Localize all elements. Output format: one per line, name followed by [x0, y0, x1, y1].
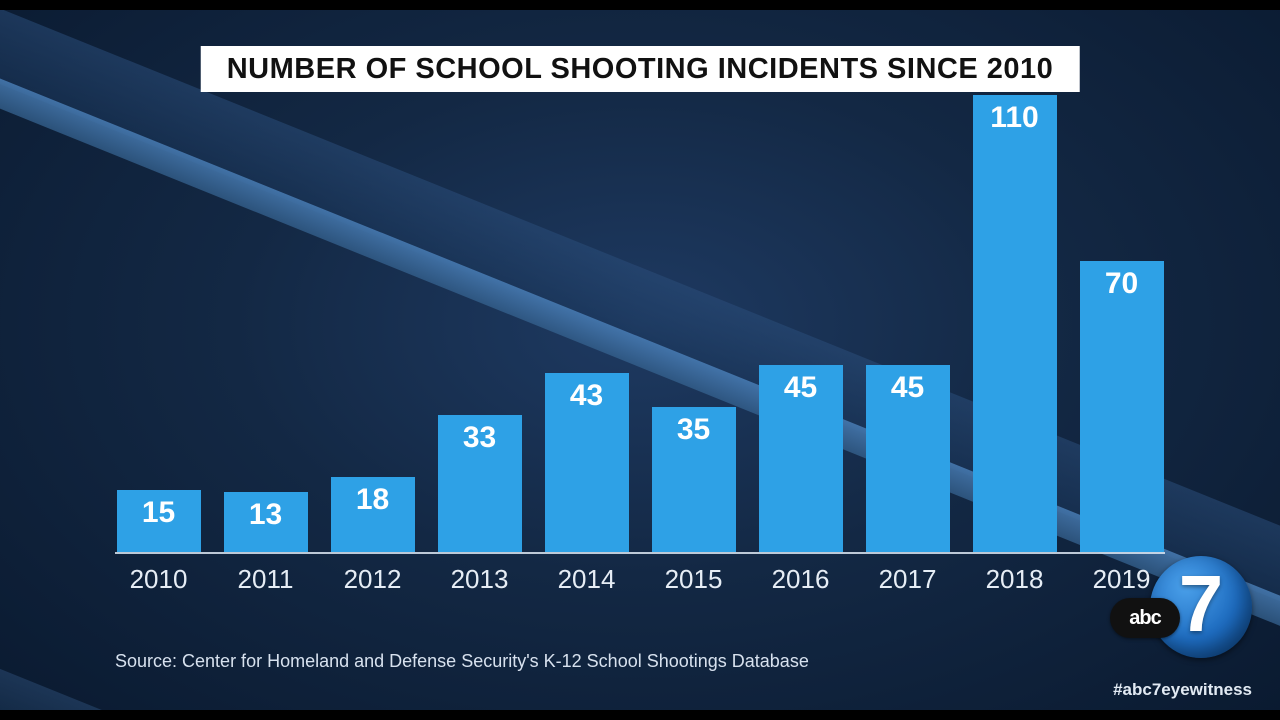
network-badge: abc: [1110, 598, 1180, 638]
bar-slot: 18: [329, 95, 416, 552]
bar: 18: [331, 477, 415, 552]
bar: 45: [866, 365, 950, 552]
source-attribution: Source: Center for Homeland and Defense …: [115, 651, 809, 672]
bar-slot: 35: [650, 95, 737, 552]
bar: 43: [545, 373, 629, 552]
x-axis-label: 2013: [436, 554, 523, 600]
station-logo: 7 abc: [1110, 568, 1252, 676]
bar: 33: [438, 415, 522, 552]
bar-slot: 45: [864, 95, 951, 552]
bar-value-label: 13: [224, 498, 308, 532]
bar-value-label: 35: [652, 413, 736, 447]
x-axis-label: 2017: [864, 554, 951, 600]
x-axis-label: 2015: [650, 554, 737, 600]
bar-slot: 43: [543, 95, 630, 552]
bar-value-label: 70: [1080, 267, 1164, 301]
x-axis-label: 2012: [329, 554, 416, 600]
bar: 110: [973, 95, 1057, 552]
x-axis-label: 2018: [971, 554, 1058, 600]
bar-slot: 15: [115, 95, 202, 552]
bar-value-label: 15: [117, 496, 201, 530]
bar-slot: 33: [436, 95, 523, 552]
hashtag: #abc7eyewitness: [1113, 680, 1252, 700]
bar: 15: [117, 490, 201, 552]
bar-value-label: 45: [866, 371, 950, 405]
letterbox: [0, 710, 1280, 720]
bar-value-label: 43: [545, 379, 629, 413]
bar: 70: [1080, 261, 1164, 552]
bar-slot: 110: [971, 95, 1058, 552]
x-axis-label: 2010: [115, 554, 202, 600]
bar-slot: 45: [757, 95, 844, 552]
bar-value-label: 18: [331, 483, 415, 517]
bar: 35: [652, 407, 736, 552]
x-axis-label: 2014: [543, 554, 630, 600]
bar: 45: [759, 365, 843, 552]
bar-value-label: 110: [973, 101, 1057, 135]
bg-stripe: [0, 580, 1280, 720]
letterbox: [0, 0, 1280, 10]
x-axis-label: 2016: [757, 554, 844, 600]
bar-value-label: 45: [759, 371, 843, 405]
bar-chart: 15 13 18 33 43 35 45 45 110 70 2010 2011 2012 2013 20…: [115, 95, 1165, 600]
bar-slot: 70: [1078, 95, 1165, 552]
channel-number: 7: [1179, 564, 1224, 644]
chart-title: Number of school shooting incidents sinc…: [201, 46, 1080, 92]
bar-slot: 13: [222, 95, 309, 552]
bar: 13: [224, 492, 308, 552]
network-text: abc: [1129, 607, 1160, 630]
x-axis-label: 2011: [222, 554, 309, 600]
bar-value-label: 33: [438, 421, 522, 455]
